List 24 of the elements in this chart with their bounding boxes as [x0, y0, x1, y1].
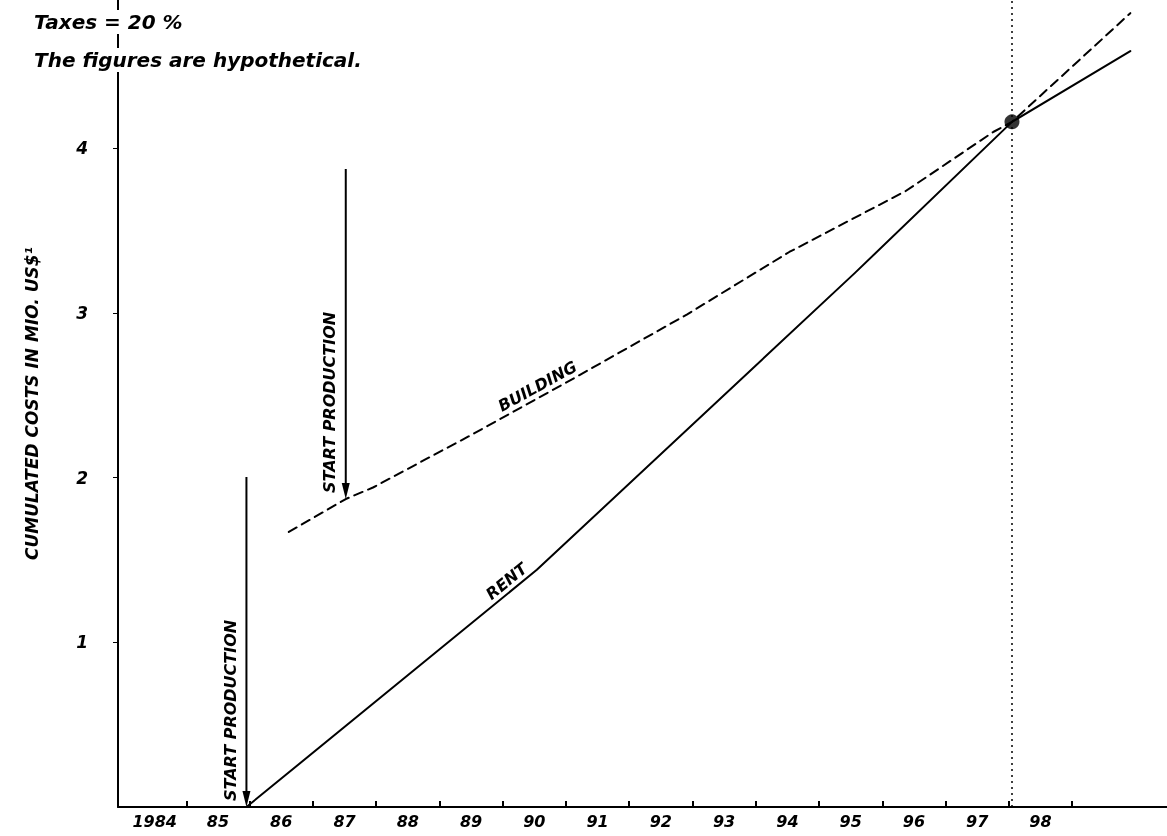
- x-tick-label: 85: [206, 811, 230, 831]
- y-tick-label: 3: [76, 302, 88, 323]
- x-tick-label: 98: [1029, 811, 1052, 831]
- x-tick-label: 89: [459, 811, 483, 831]
- x-tick-label: 96: [902, 811, 926, 831]
- y-tick-label: 1: [76, 632, 88, 653]
- y-tick-label: 4: [75, 138, 88, 159]
- x-tick-label: 86: [270, 811, 293, 831]
- annotation: START PRODUCTION: [320, 311, 340, 494]
- x-tick-label: 87: [333, 811, 357, 831]
- x-tick-label: 97: [966, 811, 990, 831]
- x-tick-label: 93: [712, 811, 736, 831]
- annotation: START PRODUCTION: [220, 619, 240, 801]
- annotation: The figures are hypothetical.: [34, 48, 362, 72]
- x-tick-label: 91: [586, 811, 609, 831]
- x-tick-label: 94: [776, 811, 799, 831]
- annotation: Taxes = 20 %: [34, 10, 183, 34]
- x-tick-label: 95: [839, 811, 862, 831]
- x-tick-label: 92: [649, 811, 672, 831]
- x-tick-label: 1984: [132, 811, 177, 831]
- x-tick-label: 88: [396, 811, 419, 831]
- y-tick-label: 2: [76, 467, 88, 488]
- y-axis-title: CUMULATED COSTS IN MIO. US$¹: [21, 246, 42, 561]
- x-tick-label: 90: [523, 811, 546, 831]
